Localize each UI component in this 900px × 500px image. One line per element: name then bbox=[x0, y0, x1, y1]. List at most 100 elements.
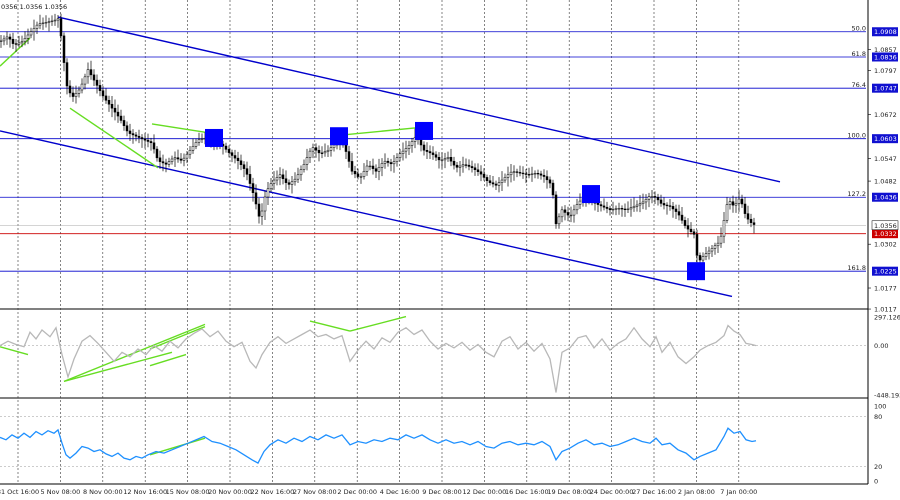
candle-body bbox=[695, 234, 699, 256]
candle-body bbox=[527, 174, 531, 176]
candle-body bbox=[14, 43, 18, 45]
x-tick-label: 8 Nov 00:00 bbox=[83, 488, 123, 496]
candle-body bbox=[548, 179, 552, 184]
candle-body bbox=[692, 231, 696, 235]
x-tick-label: 27 Nov 08:00 bbox=[293, 488, 337, 496]
candle-body bbox=[140, 137, 144, 140]
candle-body bbox=[458, 165, 462, 168]
candle-body bbox=[68, 85, 72, 94]
candle-body bbox=[44, 22, 48, 24]
candle-body bbox=[578, 200, 582, 205]
candle-body bbox=[749, 218, 753, 223]
x-tick-label: 9 Dec 08:00 bbox=[422, 488, 462, 496]
signal-marker bbox=[687, 262, 705, 281]
candle-body bbox=[704, 253, 708, 257]
candle-body bbox=[56, 18, 60, 21]
candle-body bbox=[23, 38, 27, 42]
rsi-guides bbox=[0, 416, 866, 467]
signal-markers bbox=[205, 121, 705, 281]
level-value-label: 1.0836 bbox=[874, 53, 897, 61]
candle-body bbox=[65, 62, 69, 87]
candle-body bbox=[620, 208, 624, 210]
candle-body bbox=[353, 171, 357, 175]
vertical-gridlines bbox=[17, 0, 740, 484]
candle-body bbox=[239, 160, 243, 165]
level-value-label: 1.0225 bbox=[874, 268, 897, 276]
candle-body bbox=[707, 250, 711, 254]
fib-level-label: 50.0 bbox=[852, 25, 866, 33]
level-value-tag bbox=[872, 83, 898, 93]
level-value-tag bbox=[872, 134, 898, 144]
candle-body bbox=[443, 158, 447, 161]
level-value-tag bbox=[872, 52, 898, 62]
candle-body bbox=[479, 171, 483, 175]
candle-body bbox=[392, 161, 396, 165]
candle-body bbox=[62, 35, 66, 63]
price-y-axis: 1.0857 1.0797 1.0672 1.0547 1.0482 1.0302 1.01… bbox=[868, 46, 897, 314]
fib-level-label: 61.8 bbox=[852, 50, 866, 58]
candle-body bbox=[728, 201, 732, 205]
candle-body bbox=[20, 41, 24, 44]
candle-body bbox=[626, 208, 630, 211]
price-y-tick-label: 1.0672 bbox=[874, 111, 897, 119]
candle-body bbox=[395, 157, 399, 162]
candle-body bbox=[284, 178, 288, 183]
level-value-label: 1.0603 bbox=[874, 135, 897, 143]
candle-body bbox=[569, 214, 573, 217]
candle-body bbox=[515, 171, 519, 173]
candle-body bbox=[233, 155, 237, 159]
candle-body bbox=[254, 192, 258, 205]
candle-body bbox=[98, 85, 102, 91]
candle-body bbox=[611, 208, 615, 211]
candle-body bbox=[722, 220, 726, 237]
candle-body bbox=[137, 135, 141, 138]
level-value-tag bbox=[872, 192, 898, 202]
candle-body bbox=[83, 76, 87, 85]
candle-body bbox=[536, 172, 540, 175]
candle-body bbox=[236, 157, 240, 162]
candle-body bbox=[389, 162, 393, 165]
x-tick-label: 27 Dec 16:00 bbox=[632, 488, 676, 496]
rsi-y-tick-label: 100 bbox=[874, 403, 886, 411]
current-price-label: 1.0356 bbox=[874, 222, 897, 230]
candle-body bbox=[89, 69, 93, 76]
candle-body bbox=[77, 89, 81, 94]
candle-body bbox=[509, 171, 513, 176]
x-tick-label: 12 Dec 00:00 bbox=[463, 488, 507, 496]
candle-body bbox=[653, 196, 657, 198]
channel-line bbox=[0, 130, 733, 298]
candle-body bbox=[119, 115, 123, 121]
candle-body bbox=[377, 167, 381, 172]
x-tick-label: 16 Dec 16:00 bbox=[505, 488, 549, 496]
level-value-tag bbox=[872, 266, 898, 276]
candle-body bbox=[164, 162, 168, 165]
candle-body bbox=[50, 20, 54, 23]
candle-body bbox=[461, 164, 465, 167]
candle-body bbox=[650, 196, 654, 198]
candle-body bbox=[371, 165, 375, 169]
candle-body bbox=[107, 100, 111, 105]
candle-body bbox=[158, 157, 162, 162]
candle-body bbox=[5, 36, 9, 40]
candle-body bbox=[41, 22, 45, 24]
candle-body bbox=[194, 142, 198, 147]
x-tick-label: 12 Nov 16:00 bbox=[123, 488, 167, 496]
candle-body bbox=[329, 147, 333, 151]
price-y-tick-label: 1.0117 bbox=[874, 306, 897, 314]
candle-body bbox=[11, 38, 15, 44]
x-tick-label: 2 Dec 00:00 bbox=[337, 488, 377, 496]
candle-body bbox=[8, 36, 12, 40]
price-candles bbox=[0, 13, 756, 267]
candle-body bbox=[242, 164, 246, 169]
candle-body bbox=[26, 34, 30, 39]
candle-body bbox=[440, 159, 444, 161]
level-value-tag bbox=[872, 27, 898, 37]
red-level-label: 1.0332 bbox=[874, 230, 897, 238]
candle-body bbox=[401, 150, 405, 154]
candle-body bbox=[725, 204, 729, 221]
candle-body bbox=[260, 210, 264, 217]
candle-body bbox=[146, 139, 150, 142]
x-tick-label: 15 Nov 08:00 bbox=[166, 488, 210, 496]
candle-body bbox=[512, 171, 516, 173]
candle-body bbox=[521, 172, 525, 175]
